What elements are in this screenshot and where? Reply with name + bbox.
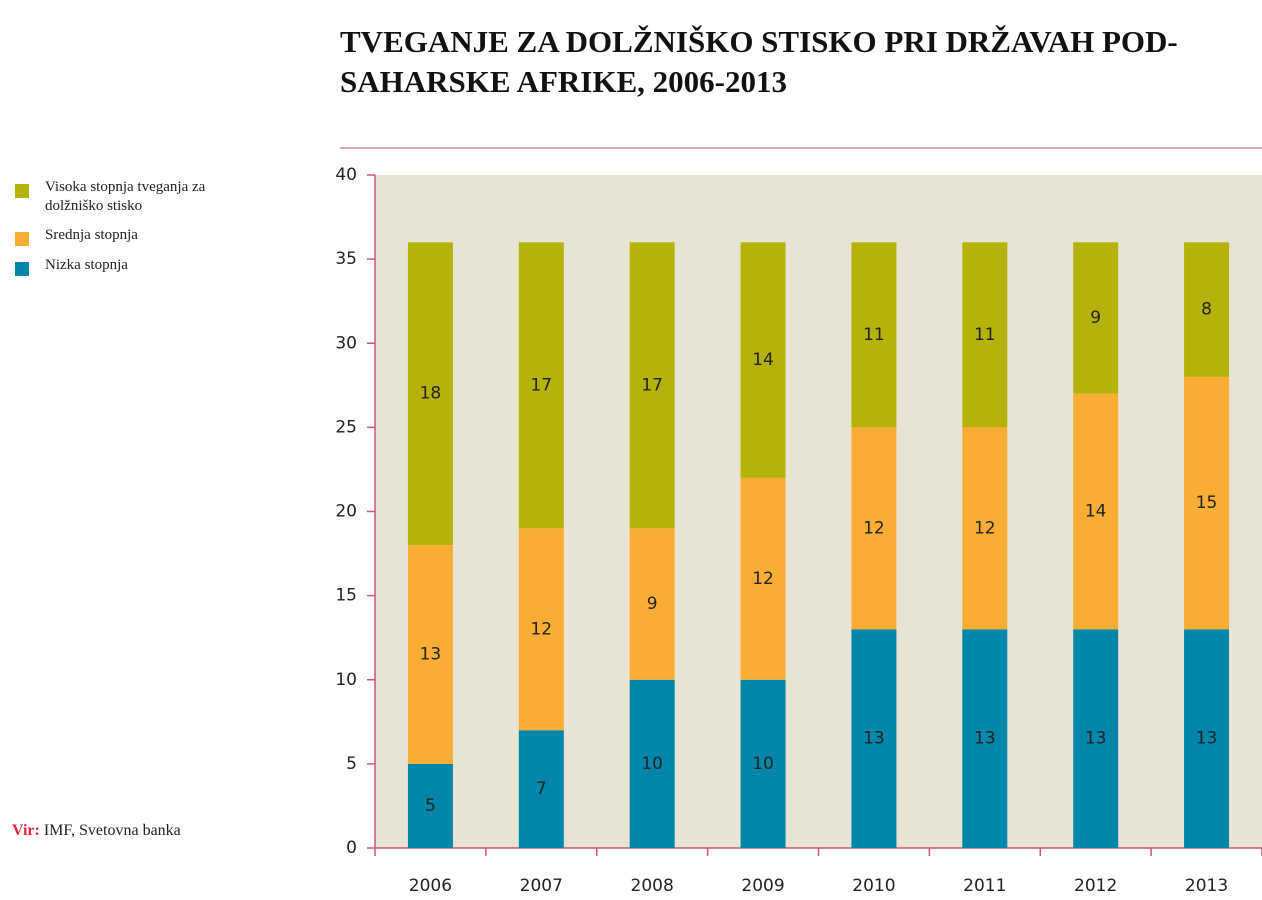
x-tick-label: 2008 — [631, 876, 674, 896]
bar-segment — [1073, 393, 1119, 630]
data-label: 13 — [863, 729, 885, 749]
data-label: 7 — [536, 779, 547, 799]
data-label: 15 — [1196, 493, 1218, 513]
data-label: 13 — [974, 729, 996, 749]
bar-segment — [1073, 242, 1119, 394]
data-label: 12 — [530, 619, 552, 639]
data-label: 13 — [420, 645, 442, 665]
data-label: 10 — [752, 754, 774, 774]
data-label: 11 — [974, 325, 996, 345]
y-tick-label: 10 — [335, 670, 357, 690]
x-tick-label: 2006 — [409, 876, 452, 896]
legend-label: Nizka stopnja — [45, 257, 128, 273]
data-label: 9 — [647, 594, 658, 614]
bar-segment — [962, 242, 1008, 428]
legend-swatch — [15, 232, 29, 246]
x-tick-label: 2012 — [1074, 876, 1117, 896]
x-tick-label: 2007 — [520, 876, 563, 896]
data-label: 8 — [1201, 300, 1212, 320]
y-tick-label: 35 — [335, 249, 357, 269]
y-tick-label: 40 — [335, 165, 357, 185]
source-label: Vir: — [12, 822, 40, 839]
bar-segment — [851, 629, 897, 848]
bar-segment — [629, 242, 675, 529]
bar-segment — [851, 427, 897, 630]
bar-segment — [962, 427, 1008, 630]
bar-segment — [407, 545, 453, 764]
source-text: IMF, Svetovna banka — [43, 822, 181, 839]
y-tick-label: 5 — [346, 754, 357, 774]
bar-segment — [1184, 242, 1230, 377]
plot-area — [375, 175, 1262, 848]
data-label: 5 — [425, 796, 436, 816]
bar-segment — [518, 730, 564, 848]
data-label: 12 — [752, 569, 774, 589]
data-label: 14 — [1085, 502, 1107, 522]
legend-item: Nizka stopnja — [12, 256, 272, 276]
bar-segment — [629, 679, 675, 848]
data-label: 12 — [863, 518, 885, 538]
legend-item: Srednja stopnja — [12, 226, 272, 246]
legend-label: Visoka stopnja tveganja za dolžniško sti… — [45, 179, 206, 214]
data-label: 18 — [420, 384, 442, 404]
data-label: 17 — [530, 375, 552, 395]
y-tick-label: 25 — [335, 417, 357, 437]
legend-item: Visoka stopnja tveganja za dolžniško sti… — [12, 178, 272, 216]
data-label: 12 — [974, 518, 996, 538]
bar-segment — [518, 528, 564, 731]
x-tick-label: 2011 — [963, 876, 1006, 896]
bar-segment — [740, 477, 786, 680]
bar-segment — [740, 242, 786, 478]
x-tick-label: 2009 — [741, 876, 784, 896]
bar-segment — [962, 629, 1008, 848]
x-tick-label: 2013 — [1185, 876, 1228, 896]
bar-segment — [1184, 629, 1230, 848]
legend-swatch — [15, 184, 29, 198]
x-tick-label: 2010 — [852, 876, 895, 896]
bar-segment — [1073, 629, 1119, 848]
legend: Visoka stopnja tveganja za dolžniško sti… — [12, 178, 272, 286]
y-tick-label: 30 — [335, 333, 357, 353]
data-label: 13 — [1196, 729, 1218, 749]
bar-segment — [1184, 376, 1230, 630]
data-label: 10 — [641, 754, 663, 774]
source: Vir: IMF, Svetovna banka — [12, 822, 181, 840]
legend-label: Srednja stopnja — [45, 227, 138, 243]
data-label: 17 — [641, 375, 663, 395]
bar-segment — [407, 242, 453, 546]
bar-segment — [851, 242, 897, 428]
data-label: 14 — [752, 350, 774, 370]
bar-segment — [629, 528, 675, 680]
bar-segment — [740, 679, 786, 848]
chart-title: TVEGANJE ZA DOLŽNIŠKO STISKO PRI DRŽAVAH… — [340, 24, 1178, 99]
data-label: 11 — [863, 325, 885, 345]
legend-swatch — [15, 262, 29, 276]
y-tick-label: 0 — [346, 838, 357, 858]
y-tick-label: 15 — [335, 586, 357, 606]
y-tick-label: 20 — [335, 502, 357, 522]
bar-segment — [518, 242, 564, 529]
data-label: 13 — [1085, 729, 1107, 749]
bar-segment — [407, 763, 453, 848]
data-label: 9 — [1090, 308, 1101, 328]
